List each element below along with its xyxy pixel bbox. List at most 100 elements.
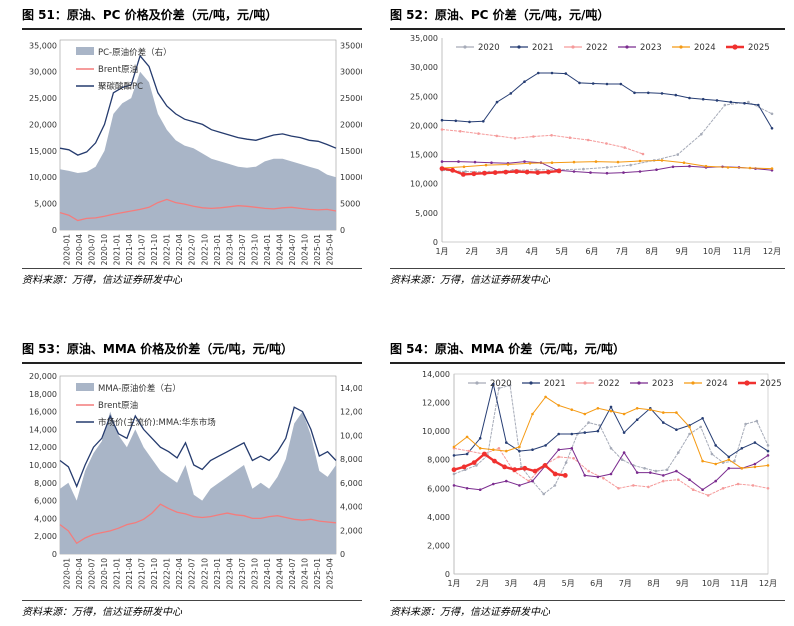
series-line	[59, 198, 337, 222]
data-point	[583, 431, 587, 434]
data-point	[439, 166, 445, 172]
x-tick-label: 4月	[525, 247, 538, 256]
data-point	[492, 482, 495, 486]
data-point	[649, 471, 652, 474]
chart-svg: 0 5,000 10,000 15,000 20,000 25,000 30,000 35,0…	[410, 34, 781, 256]
x-tick-label: 3月	[495, 247, 508, 256]
data-point	[755, 419, 759, 423]
data-point	[747, 100, 750, 104]
data-point	[766, 444, 770, 447]
data-point	[609, 472, 613, 476]
y-left-tick-label: 4,000	[34, 514, 57, 523]
y-right-tick-label: 0	[340, 550, 345, 559]
y-left-tick-label: 0	[52, 226, 57, 235]
x-tick-label: 2022-07	[188, 234, 197, 266]
data-point	[535, 170, 541, 176]
data-point	[743, 102, 746, 105]
source-rule	[390, 268, 785, 269]
data-point	[594, 160, 598, 163]
data-point	[676, 153, 679, 156]
data-point	[733, 459, 736, 463]
data-point	[468, 120, 471, 124]
y-right-tick-label: 25000	[340, 94, 362, 103]
y-tick-label: 15,000	[410, 151, 438, 160]
x-tick-label: 2021-10	[150, 234, 159, 266]
data-point	[522, 465, 528, 471]
y-right-tick-label: 10000	[340, 173, 362, 182]
data-point	[553, 484, 557, 487]
data-point	[518, 445, 521, 449]
y-left-tick-label: 10,000	[29, 173, 57, 182]
data-point	[482, 120, 485, 123]
data-point	[461, 464, 467, 470]
data-point	[457, 160, 460, 163]
x-tick-label: 2022-01	[163, 558, 172, 590]
y-right-tick-label: 4,000	[340, 503, 362, 512]
data-point	[622, 171, 625, 174]
x-tick-label: 1月	[447, 579, 460, 588]
data-point	[524, 169, 530, 175]
data-point	[564, 461, 568, 464]
chart-svg: 0 2,000 4,000 6,000 8,000 10,000 12,000 14,000 1…	[29, 372, 362, 590]
data-point	[572, 457, 575, 460]
legend-label: 2025	[748, 43, 770, 53]
data-point	[641, 152, 645, 156]
legend-marker	[529, 381, 533, 385]
data-point	[509, 92, 513, 95]
data-point	[638, 159, 642, 163]
y-tick-label: 12,000	[422, 399, 450, 408]
data-point	[508, 384, 512, 387]
data-point	[727, 467, 731, 470]
source-rule	[22, 268, 362, 269]
data-point	[691, 488, 695, 491]
data-point	[497, 447, 501, 450]
data-point	[727, 455, 731, 459]
data-point	[452, 454, 456, 457]
x-tick-label: 5月	[562, 579, 575, 588]
title-rule	[390, 28, 785, 30]
data-point	[477, 132, 480, 135]
data-point	[619, 82, 623, 86]
legend-label: 2022	[598, 379, 620, 389]
x-tick-label: 11月	[730, 579, 748, 588]
y-left-tick-label: 8,000	[34, 479, 57, 488]
data-point	[528, 162, 532, 165]
series-line	[59, 406, 337, 489]
data-point	[583, 474, 587, 477]
legend-marker	[732, 44, 738, 50]
x-tick-label: 2020-04	[75, 558, 84, 590]
series-line	[453, 447, 769, 496]
data-point	[766, 454, 770, 457]
data-point	[674, 93, 678, 97]
y-left-tick-label: 12,000	[29, 443, 57, 452]
y-tick-label: 2,000	[427, 541, 450, 550]
data-point	[602, 477, 605, 480]
data-point	[596, 407, 600, 410]
data-point	[622, 431, 626, 434]
legend-marker	[744, 380, 750, 386]
x-tick-label: 2021-01	[112, 558, 121, 590]
data-point	[662, 421, 665, 424]
data-point	[497, 387, 501, 390]
data-point	[570, 447, 574, 450]
legend-label: 2024	[706, 379, 728, 389]
data-point	[688, 432, 691, 436]
panel-53: 图 53：原油、MMA 价格及价差（元/吨，元/吨） 0 2,000 4,000 6,…	[22, 340, 362, 622]
data-point	[518, 449, 521, 453]
x-tick-label: 9月	[676, 579, 689, 588]
data-point	[688, 425, 691, 429]
data-point	[459, 130, 462, 133]
data-point	[557, 455, 560, 459]
title-rule	[22, 28, 362, 30]
y-tick-label: 20,000	[410, 121, 438, 130]
data-point	[665, 468, 669, 471]
legend-label: MMA-原油价差（右）	[98, 383, 181, 394]
data-point	[460, 172, 466, 177]
data-point	[495, 100, 499, 104]
y-tick-label: 10,000	[410, 180, 438, 189]
series-line	[441, 129, 644, 155]
data-point	[675, 411, 678, 414]
data-point	[688, 164, 691, 168]
data-point	[654, 469, 658, 473]
data-point	[677, 478, 680, 481]
